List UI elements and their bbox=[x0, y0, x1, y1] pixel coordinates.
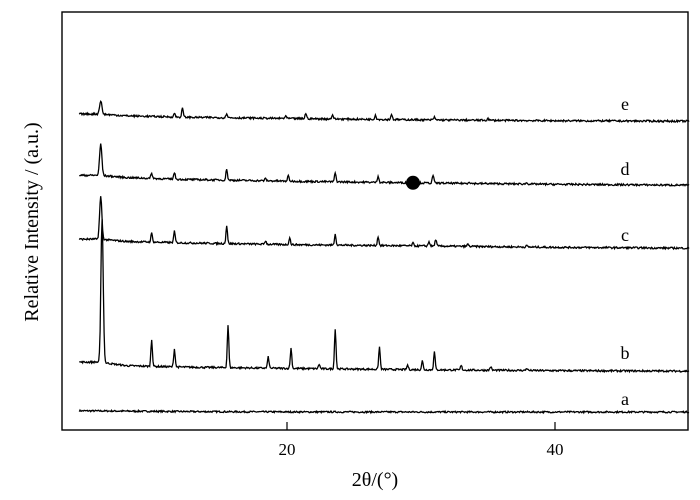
x-axis-title: 2θ/(°) bbox=[352, 469, 398, 491]
x-tick-label-40: 40 bbox=[547, 440, 564, 459]
series-label-c: c bbox=[621, 225, 629, 245]
series-label-e: e bbox=[621, 94, 629, 114]
series-line-b bbox=[78, 219, 690, 374]
y-axis-title: Relative Intensity / (a.u.) bbox=[21, 122, 43, 321]
x-tick-label-20: 20 bbox=[279, 440, 296, 459]
plot-frame bbox=[61, 11, 689, 431]
series-line-a bbox=[78, 408, 690, 415]
x-axis: 20 40 2θ/(°) bbox=[279, 422, 564, 491]
series-label-d: d bbox=[621, 159, 630, 179]
series-label-a: a bbox=[621, 389, 629, 409]
series-line-c bbox=[78, 196, 690, 251]
marker-circle bbox=[406, 175, 420, 190]
series-line-d bbox=[78, 143, 690, 188]
series-line-e bbox=[78, 99, 690, 124]
series-layer bbox=[78, 99, 690, 415]
series-label-b: b bbox=[621, 343, 630, 363]
